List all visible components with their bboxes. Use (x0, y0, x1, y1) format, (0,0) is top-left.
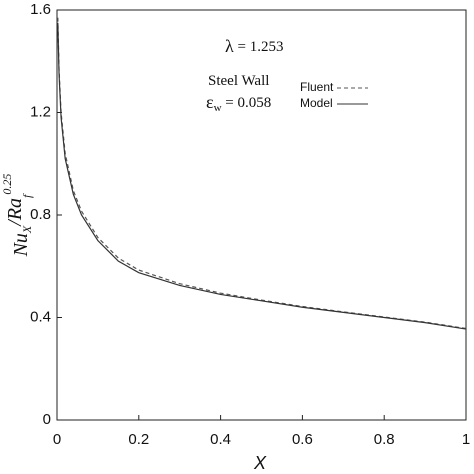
x-tick-label: 0.6 (292, 431, 313, 448)
annotation: εw = 0.058 (206, 92, 271, 113)
line-series (57, 22, 467, 330)
plot-frame (56, 9, 467, 421)
y-tick-label: 0.4 (30, 308, 51, 325)
x-tick-label: 0 (53, 431, 61, 448)
x-axis-label: X (253, 453, 267, 473)
annotation-part: Steel Wall (208, 73, 269, 89)
x-tick-label: 0.2 (128, 431, 149, 448)
y-axis-label-part: /Ra (4, 198, 26, 227)
y-tick-label: 1.2 (30, 103, 51, 120)
annotation-part: ε (206, 92, 214, 112)
y-axis-label: NuX/Raf 0.25 (0, 174, 34, 258)
annotation: λ = 1.253 (225, 36, 283, 56)
y-tick-label: 1.6 (30, 1, 51, 18)
line-series (57, 17, 467, 330)
annotation-part: w (214, 102, 222, 114)
x-tick-label: 0.4 (210, 431, 231, 448)
annotation-part: = 0.058 (222, 95, 272, 111)
legend-label: Model (300, 96, 333, 110)
x-tick-label: 0.8 (374, 431, 395, 448)
y-axis-label-part: Nu (10, 233, 32, 257)
y-tick-label: 0.8 (30, 206, 51, 223)
y-axis-label-part: X (20, 225, 34, 234)
annotation-part: λ (225, 36, 234, 56)
annotation-part: = 1.253 (234, 39, 284, 55)
y-axis-label-part: 0.25 (0, 174, 14, 195)
y-tick-label: 0 (43, 411, 51, 428)
y-axis-label-part: f (20, 193, 34, 198)
x-tick-label: 1 (462, 431, 470, 448)
legend-label: Fluent (300, 80, 334, 94)
annotation: Steel Wall (208, 73, 269, 89)
